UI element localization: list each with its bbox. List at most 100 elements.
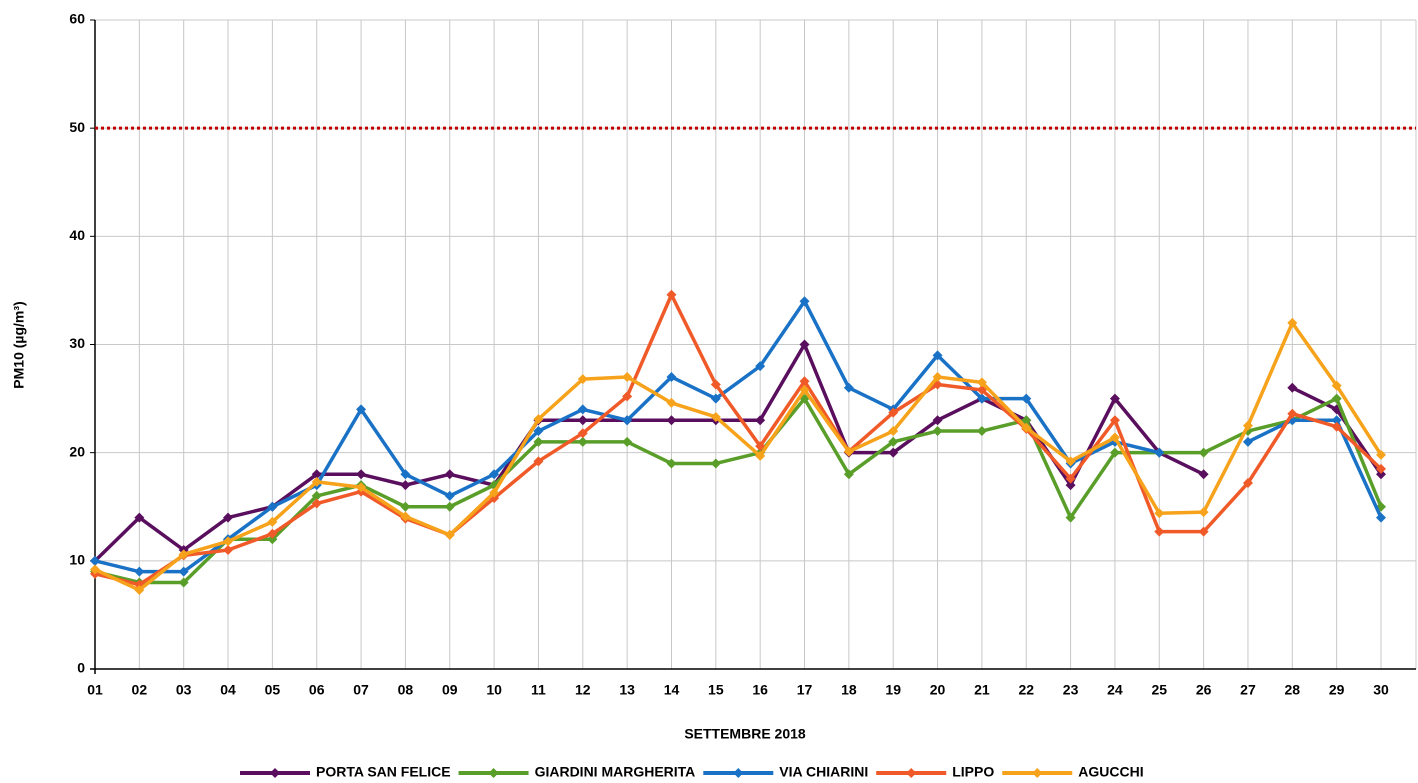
data-point: [577, 436, 588, 447]
y-axis-label: PM10 (µg/m³): [11, 301, 27, 388]
data-point: [356, 469, 367, 480]
data-point: [400, 511, 411, 522]
data-point: [1154, 508, 1165, 519]
data-point: [710, 379, 721, 390]
data-point: [932, 371, 943, 382]
data-point: [1331, 415, 1342, 426]
data-point: [134, 585, 145, 596]
data-point: [1109, 432, 1120, 443]
y-tick-label: 50: [69, 119, 85, 135]
x-tick-label: 28: [1285, 682, 1301, 698]
x-tick-label: 10: [486, 682, 502, 698]
data-point: [311, 469, 322, 480]
data-point: [1287, 382, 1298, 393]
data-point: [710, 411, 721, 422]
data-point: [1331, 393, 1342, 404]
data-point: [311, 498, 322, 509]
legend-swatch: [906, 768, 917, 778]
data-point: [1109, 393, 1120, 404]
y-tick-label: 40: [69, 227, 85, 243]
data-point: [799, 296, 810, 307]
data-point: [1242, 420, 1253, 431]
x-tick-label: 17: [797, 682, 813, 698]
data-point: [400, 480, 411, 491]
x-axis-label: SETTEMBRE 2018: [684, 726, 806, 742]
data-point: [444, 469, 455, 480]
x-tick-label: 11: [531, 682, 546, 698]
data-point: [1242, 436, 1253, 447]
data-point: [444, 490, 455, 501]
data-point: [976, 393, 987, 404]
data-point: [710, 393, 721, 404]
data-point: [267, 528, 278, 539]
data-point: [976, 426, 987, 437]
data-point: [622, 371, 633, 382]
y-tick-label: 30: [69, 335, 85, 351]
data-point: [755, 441, 766, 452]
y-tick-label: 20: [69, 443, 85, 459]
x-tick-label: 09: [442, 682, 458, 698]
data-point: [1376, 463, 1386, 474]
data-point: [799, 376, 810, 387]
data-point: [976, 384, 987, 395]
data-point: [888, 436, 899, 447]
x-tick-label: 07: [353, 682, 369, 698]
data-point: [267, 516, 278, 527]
data-point: [932, 415, 943, 426]
legend-label: AGUCCHI: [1078, 764, 1143, 780]
y-tick-label: 10: [69, 552, 85, 568]
x-tick-label: 01: [87, 682, 103, 698]
data-point: [1198, 507, 1209, 518]
x-tick-label: 23: [1063, 682, 1079, 698]
data-point: [888, 447, 899, 458]
data-point: [577, 428, 588, 439]
data-point: [843, 446, 854, 457]
x-tick-label: 04: [220, 682, 236, 698]
data-point: [799, 339, 810, 350]
data-point: [1242, 477, 1253, 488]
x-tick-label: 13: [619, 682, 635, 698]
data-point: [843, 382, 854, 393]
data-point: [1331, 380, 1342, 391]
data-point: [755, 415, 766, 426]
data-point: [1198, 469, 1209, 480]
x-tick-label: 27: [1240, 682, 1256, 698]
x-tick-label: 24: [1107, 682, 1123, 698]
data-point: [90, 555, 100, 566]
data-point: [888, 407, 899, 418]
data-point: [976, 377, 987, 388]
data-point: [622, 436, 633, 447]
series-line: [94, 321, 1383, 592]
x-tick-label: 02: [132, 682, 148, 698]
x-tick-label: 29: [1329, 682, 1345, 698]
data-point: [666, 458, 677, 469]
data-point: [400, 501, 411, 512]
data-point: [444, 501, 455, 512]
data-point: [178, 566, 189, 577]
data-point: [356, 482, 367, 493]
x-tick-label: 26: [1196, 682, 1212, 698]
data-point: [1198, 447, 1209, 458]
x-tick-label: 19: [885, 682, 901, 698]
data-point: [223, 545, 234, 556]
data-point: [1021, 422, 1032, 433]
legend-swatch: [488, 768, 499, 778]
x-tick-label: 30: [1373, 682, 1389, 698]
data-point: [1376, 512, 1386, 523]
data-point: [267, 501, 278, 512]
data-point: [843, 469, 854, 480]
x-tick-label: 14: [664, 682, 680, 698]
data-point: [400, 469, 411, 480]
data-point: [1065, 473, 1076, 484]
x-tick-label: 18: [841, 682, 857, 698]
x-tick-label: 21: [974, 682, 990, 698]
series-line: [94, 292, 1383, 587]
data-point: [932, 426, 943, 437]
data-point: [755, 450, 766, 461]
data-point: [178, 549, 189, 560]
data-point: [1331, 421, 1342, 432]
data-point: [90, 564, 100, 575]
data-point: [178, 577, 189, 588]
x-tick-label: 03: [176, 682, 192, 698]
